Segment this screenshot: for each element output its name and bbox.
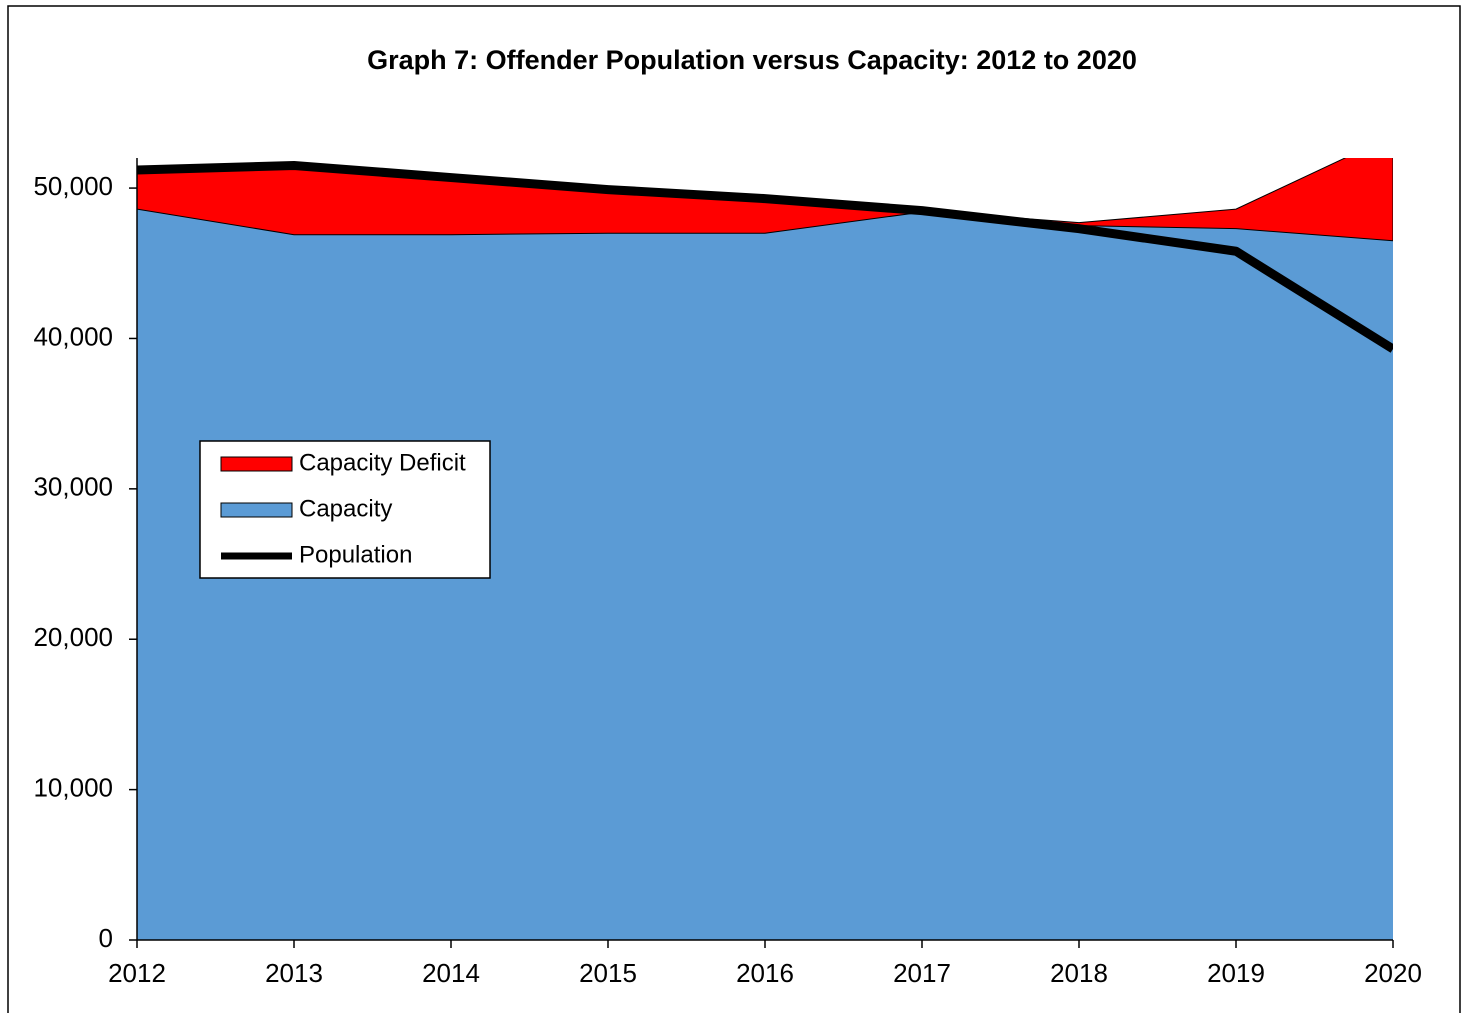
x-tick-label: 2020 (1364, 958, 1422, 988)
x-tick-label: 2015 (579, 958, 637, 988)
x-tick-label: 2016 (736, 958, 794, 988)
plot-area (137, 158, 1393, 940)
y-tick-label: 50,000 (33, 171, 113, 201)
y-tick-label: 30,000 (33, 472, 113, 502)
x-tick-label: 2017 (893, 958, 951, 988)
y-tick-label: 20,000 (33, 622, 113, 652)
x-tick-label: 2013 (265, 958, 323, 988)
x-tick-label: 2018 (1050, 958, 1108, 988)
x-tick-label: 2012 (108, 958, 166, 988)
y-tick-label: 10,000 (33, 772, 113, 802)
axes: 0 10,000 20,000 30,000 40,000 50,000 2012 2013 2… (33, 158, 1422, 988)
y-tick-label: 0 (99, 923, 113, 953)
y-tick-label: 40,000 (33, 321, 113, 351)
legend-label: Capacity (299, 495, 392, 522)
line (137, 161, 1393, 353)
area (137, 209, 1393, 940)
x-tick-label: 2014 (422, 958, 480, 988)
legend-swatch (220, 456, 293, 472)
legend: Capacity Deficit Capacity Population (199, 440, 491, 579)
chart-title: Graph 7: Offender Population versus Capa… (367, 45, 1137, 75)
x-tick-label: 2019 (1207, 958, 1265, 988)
legend-label: Population (299, 541, 412, 568)
legend-swatch (220, 502, 293, 518)
legend-label: Capacity Deficit (299, 449, 466, 476)
